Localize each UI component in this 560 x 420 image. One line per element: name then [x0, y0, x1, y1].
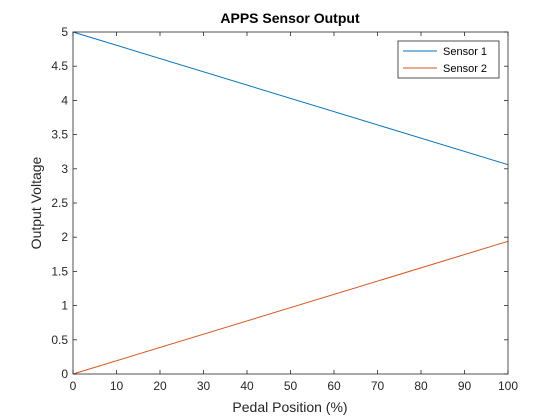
x-tick-label: 80 — [414, 379, 428, 393]
y-axis-label: Output Voltage — [28, 156, 44, 249]
y-tick-label: 3.5 — [51, 128, 68, 142]
legend-label-1: Sensor 1 — [443, 46, 487, 58]
y-tick-label: 4.5 — [51, 59, 68, 73]
y-tick-label: 2.5 — [51, 196, 68, 210]
x-axis-ticks: 0 10 20 30 40 50 60 70 80 90 100 — [70, 32, 518, 393]
x-tick-label: 20 — [153, 379, 167, 393]
series-line-1 — [72, 31, 509, 166]
legend-box — [397, 40, 500, 79]
x-tick-label: 30 — [197, 379, 211, 393]
series-lines — [72, 31, 509, 375]
y-tick-label: 3 — [61, 162, 68, 176]
y-tick-label: 1 — [61, 299, 68, 313]
x-tick-label: 90 — [458, 379, 472, 393]
x-tick-label: 70 — [371, 379, 385, 393]
legend: Sensor 1 Sensor 2 — [397, 40, 500, 79]
legend-label-2: Sensor 2 — [443, 63, 487, 75]
series-line-2 — [72, 240, 509, 375]
x-tick-label: 0 — [70, 379, 77, 393]
y-tick-label: 1.5 — [51, 264, 68, 278]
x-tick-label: 50 — [284, 379, 298, 393]
plot-area — [73, 32, 508, 374]
x-tick-label: 40 — [240, 379, 254, 393]
x-tick-label: 60 — [327, 379, 341, 393]
y-tick-label: 2 — [61, 230, 68, 244]
y-tick-label: 5 — [61, 25, 68, 39]
x-axis-label: Pedal Position (%) — [232, 399, 347, 415]
x-tick-label: 100 — [498, 379, 518, 393]
chart-title: APPS Sensor Output — [220, 10, 360, 26]
y-tick-label: 0.5 — [51, 333, 68, 347]
x-tick-label: 10 — [110, 379, 124, 393]
y-tick-label: 0 — [61, 367, 68, 381]
y-tick-label: 4 — [61, 93, 68, 107]
plot-frame — [72, 31, 509, 375]
y-axis-ticks: 0 0.5 1 1.5 2 2.5 3 3.5 4 4.5 5 — [51, 25, 508, 381]
